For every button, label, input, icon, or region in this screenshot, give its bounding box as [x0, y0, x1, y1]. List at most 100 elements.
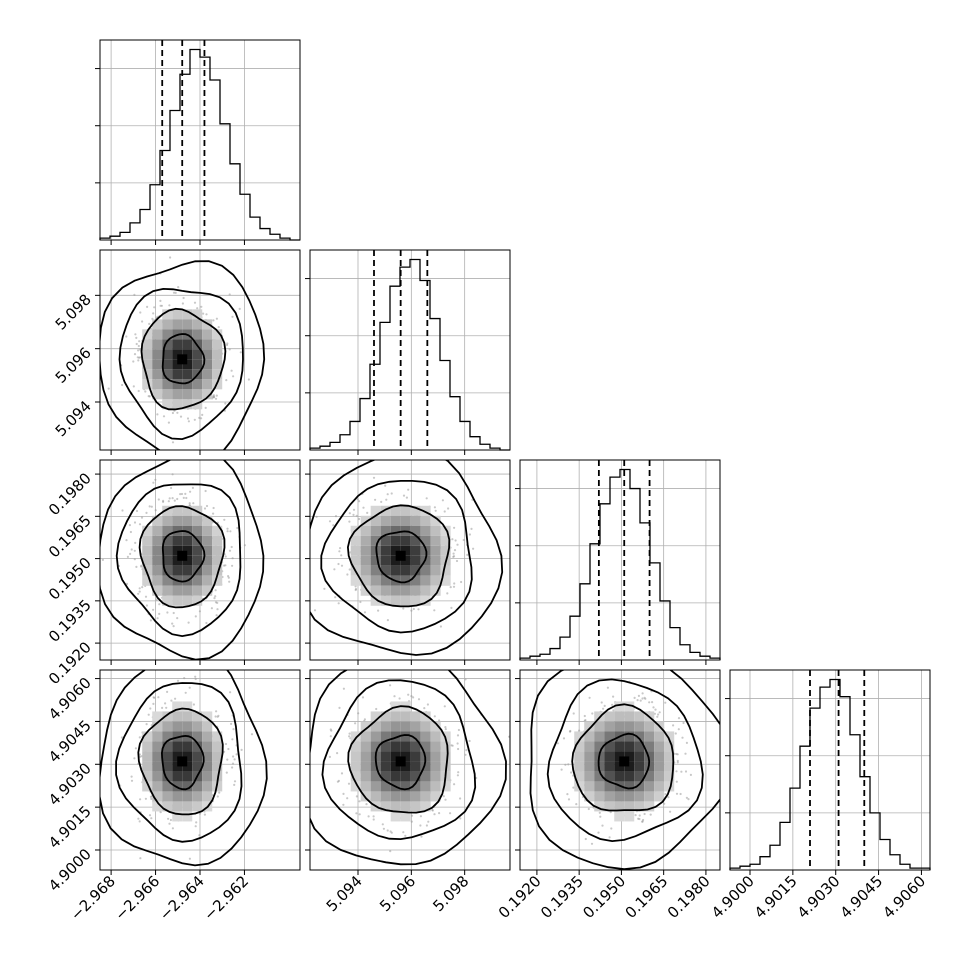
- scatter-point: [145, 604, 148, 607]
- scatter-point: [229, 530, 232, 533]
- density-cell: [634, 751, 645, 762]
- scatter-point: [677, 717, 681, 720]
- density-cell: [624, 731, 635, 742]
- density-cell: [202, 791, 213, 802]
- density-cell: [594, 771, 605, 782]
- scatter-point: [187, 420, 190, 423]
- density-cell: [594, 741, 605, 752]
- x-tick-label: 4.9045: [837, 872, 887, 922]
- scatter-point: [452, 552, 455, 555]
- contour-level-1: [375, 530, 428, 584]
- scatter-point: [455, 559, 459, 563]
- scatter-point: [419, 815, 422, 818]
- density-cell: [664, 751, 675, 762]
- scatter-point: [675, 770, 678, 773]
- density-cell: [162, 505, 173, 516]
- scatter-point: [224, 402, 227, 405]
- scatter-point: [140, 516, 144, 519]
- scatter-point: [161, 706, 164, 710]
- density-cell: [370, 721, 381, 732]
- density-cell: [604, 761, 615, 772]
- scatter-point: [247, 378, 250, 381]
- scatter-point: [606, 686, 610, 689]
- density-cell: [142, 349, 153, 360]
- scatter-point: [152, 312, 155, 315]
- scatter-point: [653, 712, 657, 715]
- scatter-point: [354, 722, 357, 725]
- density-cell: [192, 721, 203, 732]
- density-cell: [142, 535, 153, 546]
- density-cell: [604, 711, 615, 722]
- scatter-point: [125, 582, 129, 586]
- scatter-point: [456, 742, 459, 745]
- density-cell: [360, 751, 371, 762]
- scatter-point: [451, 744, 454, 747]
- scatter-point: [342, 803, 345, 806]
- density-cell: [192, 309, 203, 320]
- scatter-point: [235, 753, 238, 756]
- scatter-point: [674, 732, 677, 735]
- density-cell: [634, 761, 645, 772]
- density-cell: [152, 339, 163, 350]
- histogram-step-line: [729, 678, 931, 870]
- density-cell: [420, 595, 431, 606]
- density-cell: [410, 535, 421, 546]
- panel-frame: [729, 669, 931, 871]
- scatter-point: [329, 735, 332, 738]
- density-cell: [142, 771, 153, 782]
- density-cell: [370, 761, 381, 772]
- scatter-point: [233, 780, 237, 783]
- density-cell: [430, 535, 441, 546]
- density-cell: [172, 389, 183, 400]
- scatter-point: [239, 351, 242, 354]
- density-cell: [370, 771, 381, 782]
- scatter-point: [231, 564, 234, 567]
- scatter-point: [410, 609, 413, 612]
- scatter-point: [639, 699, 642, 702]
- scatter-point: [675, 792, 679, 795]
- density-cell: [604, 751, 615, 762]
- scatter-point: [187, 621, 190, 624]
- density-cell: [182, 505, 193, 516]
- scatter-point: [684, 770, 688, 773]
- scatter-point: [137, 359, 140, 362]
- density-cell: [614, 771, 625, 782]
- scatter-point: [386, 619, 389, 622]
- density-cell: [440, 565, 451, 576]
- density-cell: [172, 525, 183, 536]
- density-cell: [172, 505, 183, 516]
- density-cell: [410, 565, 421, 576]
- density-cell: [634, 781, 645, 792]
- scatter-point: [125, 335, 128, 338]
- density-cell: [594, 791, 605, 802]
- density-cell: [212, 525, 223, 536]
- density-cell: [142, 339, 153, 350]
- scatter-point: [575, 803, 578, 806]
- scatter-point: [402, 831, 405, 834]
- density-cell: [152, 379, 163, 390]
- density-cell: [584, 731, 595, 742]
- density-cell: [152, 329, 163, 340]
- scatter-point: [355, 795, 358, 798]
- density-cell: [400, 515, 411, 526]
- density-cell: [400, 781, 411, 792]
- y-tick-label: 0.1965: [45, 511, 95, 561]
- density-cell: [192, 595, 203, 606]
- scatter-point: [139, 857, 142, 860]
- panel-frame: [309, 669, 511, 871]
- density-cell: [440, 751, 451, 762]
- scatter-point: [643, 812, 646, 816]
- density-cell: [182, 791, 193, 802]
- scatter-point: [578, 729, 581, 732]
- scatter-point: [459, 797, 462, 800]
- scatter-point: [643, 696, 646, 699]
- density-cell: [360, 515, 371, 526]
- density-cell: [162, 771, 173, 782]
- density-cell: [410, 801, 421, 812]
- density-cell: [664, 781, 675, 792]
- scatter-point: [433, 813, 436, 816]
- scatter-point: [417, 698, 421, 701]
- scatter-point: [232, 728, 235, 731]
- scatter-point: [456, 774, 459, 777]
- contour-level-4: [310, 460, 504, 656]
